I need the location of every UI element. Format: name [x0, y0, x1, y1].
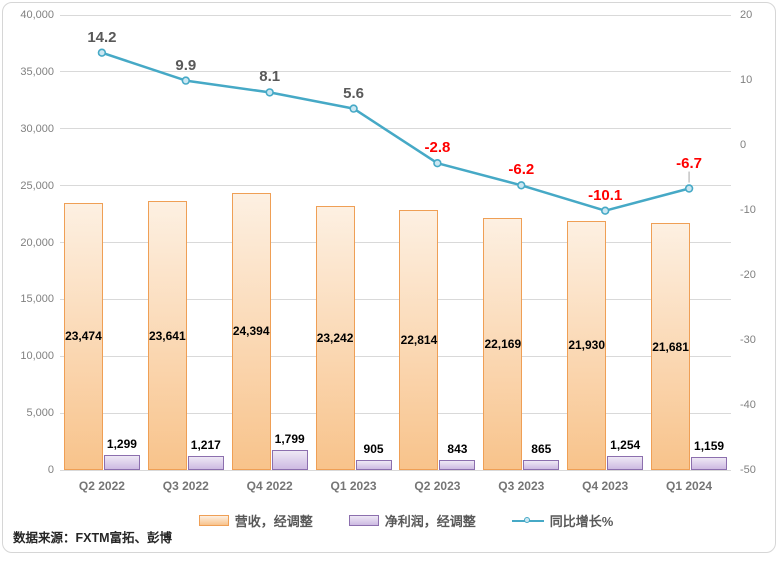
- x-axis-category-label: Q4 2022: [246, 479, 293, 493]
- y-axis-right-tick-label: 10: [740, 74, 753, 86]
- profit-bar-label: 1,217: [190, 438, 221, 453]
- growth-data-label: -10.1: [588, 186, 623, 204]
- x-axis-category-label: Q1 2023: [330, 479, 377, 493]
- legend-swatch-profit-icon: [348, 515, 379, 526]
- gridline: [60, 469, 731, 471]
- profit-bar: [187, 456, 224, 470]
- revenue-bar-label: 23,641: [148, 328, 186, 343]
- revenue-bar-label: 23,242: [316, 330, 354, 345]
- revenue-bar-label: 24,394: [232, 324, 270, 339]
- y-axis-left-tick-label: 35,000: [20, 65, 54, 78]
- y-axis-right-tick-label: 0: [740, 139, 747, 151]
- revenue-bar: [63, 202, 103, 470]
- revenue-bar: [231, 192, 271, 470]
- y-axis-right-tick-label: -20: [740, 269, 756, 281]
- revenue-bar: [147, 201, 187, 470]
- gridline: [60, 14, 731, 16]
- revenue-bar-label: 22,169: [484, 336, 522, 351]
- legend-item-profit: 净利润，经调整: [348, 511, 476, 530]
- profit-bar: [523, 460, 560, 470]
- growth-data-label: -6.7: [676, 154, 702, 172]
- x-axis-category-label: Q3 2022: [162, 479, 209, 493]
- x-axis-category-label: Q1 2024: [666, 479, 713, 493]
- gridline: [60, 412, 731, 414]
- legend-item-growth: 同比增长%: [511, 511, 614, 530]
- y-axis-left-tick-label: 30,000: [20, 122, 54, 135]
- y-axis-left-tick-label: 5,000: [26, 407, 54, 420]
- profit-bar-label: 865: [531, 442, 552, 457]
- growth-marker-icon: [433, 159, 442, 168]
- growth-marker-icon: [97, 48, 107, 57]
- x-axis-category-label: Q4 2023: [582, 479, 629, 493]
- profit-bar-label: 1,159: [694, 438, 725, 453]
- revenue-bar: [483, 217, 523, 470]
- profit-bar-label: 843: [447, 442, 468, 457]
- growth-marker-icon: [265, 88, 274, 97]
- profit-bar-label: 905: [363, 441, 384, 456]
- legend-label-revenue: 营收，经调整: [234, 514, 313, 529]
- growth-data-label: 9.9: [175, 56, 197, 74]
- y-axis-left-tick-label: 10,000: [20, 350, 54, 363]
- y-axis-right-tick-label: -10: [740, 204, 756, 216]
- revenue-bar: [651, 223, 691, 470]
- y-axis-left-tick-label: 40,000: [20, 9, 54, 21]
- profit-bar: [439, 460, 476, 470]
- growth-data-label: -2.8: [424, 139, 451, 157]
- revenue-bar: [567, 220, 607, 470]
- growth-data-label: 14.2: [87, 28, 117, 46]
- y-axis-right-tick-label: -50: [740, 464, 756, 476]
- x-axis-category-label: Q2 2023: [414, 479, 461, 493]
- profit-bar: [103, 455, 140, 470]
- profit-bar-label: 1,254: [610, 437, 641, 452]
- legend-label-profit: 净利润，经调整: [384, 514, 476, 529]
- gridline: [60, 128, 731, 130]
- y-axis-left-tick-label: 25,000: [20, 179, 54, 192]
- growth-data-label: -6.2: [508, 161, 535, 179]
- revenue-bar-label: 22,814: [400, 333, 438, 348]
- legend-swatch-growth-line-icon: [511, 515, 544, 526]
- y-axis-left-tick-label: 15,000: [20, 293, 54, 306]
- profit-bar: [691, 456, 728, 470]
- y-axis-right-tick-label: -40: [740, 399, 756, 411]
- legend: 营收，经调整 净利润，经调整 同比增长%: [30, 511, 782, 530]
- x-axis-category-label: Q2 2022: [78, 479, 125, 493]
- gridline: [60, 242, 731, 243]
- y-axis-left-tick-label: 0: [47, 464, 54, 476]
- gridline: [60, 355, 731, 357]
- legend-swatch-revenue-icon: [198, 515, 229, 526]
- profit-bar: [271, 449, 308, 470]
- x-axis-category-label: Q3 2023: [498, 479, 545, 493]
- revenue-bar-label: 21,930: [568, 338, 606, 353]
- growth-marker-icon: [181, 76, 191, 85]
- revenue-bar: [399, 210, 439, 470]
- revenue-bar-label: 21,681: [652, 339, 689, 354]
- y-axis-left-tick-label: 20,000: [20, 236, 54, 249]
- growth-data-label: 5.6: [343, 84, 364, 102]
- profit-bar: [355, 459, 392, 470]
- revenue-bar-label: 23,474: [65, 329, 102, 344]
- growth-data-label: 8.1: [259, 68, 281, 86]
- legend-label-growth: 同比增长%: [549, 514, 614, 529]
- profit-bar: [607, 455, 644, 470]
- y-axis-right-tick-label: -30: [740, 334, 756, 346]
- growth-marker-icon: [600, 206, 610, 215]
- gridline: [60, 298, 731, 300]
- profit-bar-label: 1,299: [106, 437, 137, 452]
- legend-item-revenue: 营收，经调整: [198, 511, 313, 530]
- growth-marker-icon: [349, 104, 358, 113]
- y-axis-right-tick-label: 20: [740, 9, 753, 21]
- source-note: 数据来源：FXTM富拓、彭博: [13, 531, 173, 545]
- profit-bar-label: 1,799: [274, 431, 305, 446]
